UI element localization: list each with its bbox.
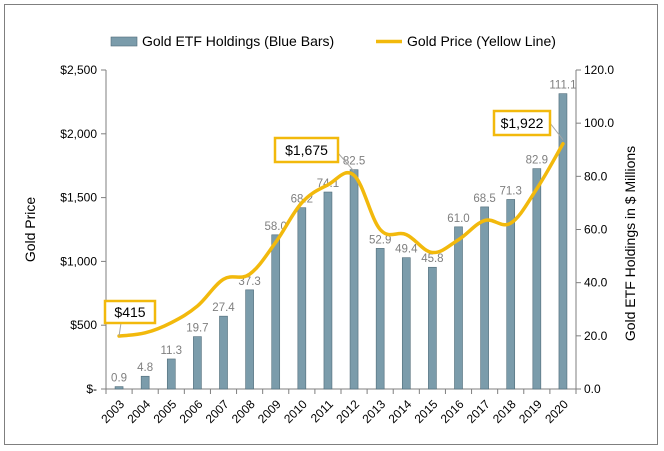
x-axis-tick-label: 2017: [464, 397, 493, 426]
callout-label: $415: [114, 304, 145, 320]
bar-labels: 0.94.811.319.727.437.358.068.274.182.552…: [111, 80, 576, 385]
right-axis-tick-label: 0.0: [584, 382, 601, 396]
bar-data-label: 71.3: [500, 185, 522, 197]
bar-data-label: 27.4: [212, 302, 235, 314]
left-axis-tick-label: $2,500: [60, 63, 97, 77]
x-axis-tick-label: 2006: [177, 397, 206, 426]
bar-data-label: 49.4: [395, 244, 418, 256]
right-axis-tick-label: 20.0: [584, 329, 608, 343]
x-axis-tick-label: 2009: [255, 397, 284, 426]
chart-frame: Gold ETF Holdings (Blue Bars) Gold Price …: [4, 4, 658, 445]
bar: [532, 168, 542, 390]
gold-price-line: [117, 142, 565, 338]
bar-data-label: 4.8: [137, 362, 153, 374]
bar: [271, 234, 281, 390]
x-axis-tick-label: 2011: [308, 397, 336, 425]
bar-series: [114, 93, 568, 390]
bar-data-label: 82.9: [526, 155, 548, 167]
x-axis-tick-label: 2013: [359, 397, 388, 426]
callout-leader: [337, 152, 355, 172]
bar-data-label: 58.0: [265, 221, 287, 233]
bar-data-label: 61.0: [447, 213, 469, 225]
x-axis-tick-label: 2012: [333, 397, 362, 426]
right-axis-tick-label: 120.0: [584, 63, 614, 77]
legend-bar-swatch: [110, 36, 138, 47]
right-axis-title: Gold ETF Holdings in $ Millions: [622, 146, 638, 341]
bar: [323, 191, 333, 390]
x-axis-tick-label: 2004: [124, 397, 153, 426]
right-axis-tick-label: 80.0: [584, 169, 608, 183]
x-axis-tick-label: 2008: [229, 397, 258, 426]
callouts: $415 $1,675 $1,922: [103, 109, 564, 337]
bar: [245, 289, 254, 390]
callout-leader: [549, 122, 564, 141]
bar: [140, 375, 150, 390]
bar: [558, 93, 568, 390]
left-axis-tick-label: $500: [70, 318, 97, 332]
bar-data-label: 111.1: [549, 80, 576, 92]
chart: Gold ETF Holdings (Blue Bars) Gold Price …: [22, 33, 638, 426]
legend-bar-label: Gold ETF Holdings (Blue Bars): [142, 33, 334, 49]
x-axis-tick-label: 2020: [542, 397, 571, 426]
bar: [375, 248, 385, 390]
bar: [114, 386, 124, 390]
bar: [480, 206, 489, 390]
line-series: [117, 142, 565, 338]
left-axis-tick-label: $1,500: [60, 191, 97, 205]
callout-box: [273, 136, 340, 164]
x-axis-tick-label: 2018: [490, 397, 519, 426]
bar-data-label: 52.9: [369, 234, 391, 246]
callout-label: $1,922: [501, 115, 544, 131]
bar: [219, 315, 228, 390]
callout-leader: [118, 322, 122, 337]
x-axis-tick-label: 2003: [98, 397, 127, 426]
callout-label: $1,675: [285, 142, 328, 158]
x-axis-tick-label: 2005: [151, 397, 180, 426]
x-axis-tick-label: 2016: [438, 397, 467, 426]
x-axis-tick-label: 2007: [203, 397, 232, 426]
x-axis-tick-label: 2010: [281, 397, 310, 426]
left-axis-title: Gold Price: [22, 197, 38, 263]
bar: [401, 257, 411, 390]
bar-data-label: 68.5: [473, 193, 495, 205]
bar: [349, 169, 359, 390]
bar-data-label: 0.9: [111, 373, 127, 385]
left-axis-tick-label: $-: [86, 382, 97, 396]
bar-data-label: 11.3: [161, 345, 183, 357]
x-axis-tick-label: 2019: [516, 397, 545, 426]
bar-data-label: 45.8: [421, 253, 443, 265]
bar: [193, 336, 202, 390]
left-axis-tick-label: $2,000: [60, 127, 97, 141]
bar: [297, 207, 307, 390]
bar: [166, 358, 176, 390]
bar-data-label: 37.3: [238, 276, 260, 288]
legend: Gold ETF Holdings (Blue Bars) Gold Price …: [110, 33, 556, 49]
bar: [428, 266, 437, 390]
legend-line-label: Gold Price (Yellow Line): [407, 33, 556, 49]
x-axis-tick-label: 2015: [412, 397, 441, 426]
bar: [454, 226, 463, 390]
callout-box: [492, 109, 552, 137]
left-axis-tick-label: $1,000: [60, 254, 97, 268]
right-axis-tick-label: 100.0: [584, 116, 614, 130]
callout-box: [103, 299, 157, 325]
right-axis-tick-label: 40.0: [584, 276, 608, 290]
bar-data-label: 19.7: [186, 323, 208, 335]
bar: [506, 199, 516, 390]
x-axis-tick-label: 2014: [386, 397, 415, 426]
right-axis-tick-label: 60.0: [584, 223, 608, 237]
